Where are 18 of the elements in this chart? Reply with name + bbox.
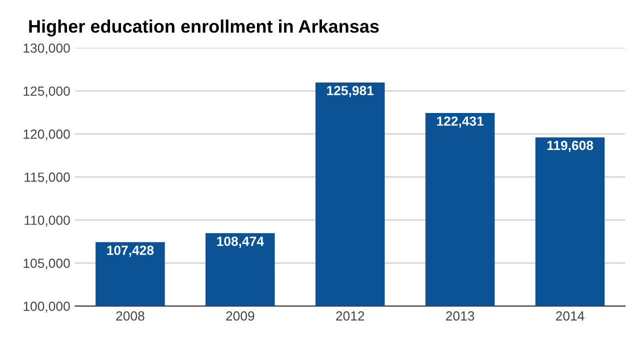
data-label: 108,474	[217, 236, 264, 248]
chart-title: Higher education enrollment in Arkansas	[29, 20, 379, 36]
data-label: 125,981	[327, 86, 374, 98]
y-tick-label: 125,000	[24, 86, 70, 98]
x-tick-label: 2013	[446, 311, 474, 321]
y-tick-label: 130,000	[24, 43, 70, 54]
y-tick-label: 120,000	[24, 130, 70, 140]
y-tick-label: 115,000	[24, 172, 70, 184]
data-label: 119,608	[547, 140, 594, 152]
x-tick-label: 2012	[336, 311, 364, 321]
data-label: 122,431	[437, 116, 484, 128]
y-tick-label: 105,000	[24, 258, 70, 270]
y-tick-label: 100,000	[24, 302, 70, 313]
x-tick-label: 2014	[556, 311, 584, 321]
y-tick-label: 110,000	[24, 216, 70, 226]
data-label: 107,428	[107, 246, 154, 257]
x-tick-label: 2008	[116, 311, 144, 321]
x-tick-label: 2009	[226, 311, 254, 321]
